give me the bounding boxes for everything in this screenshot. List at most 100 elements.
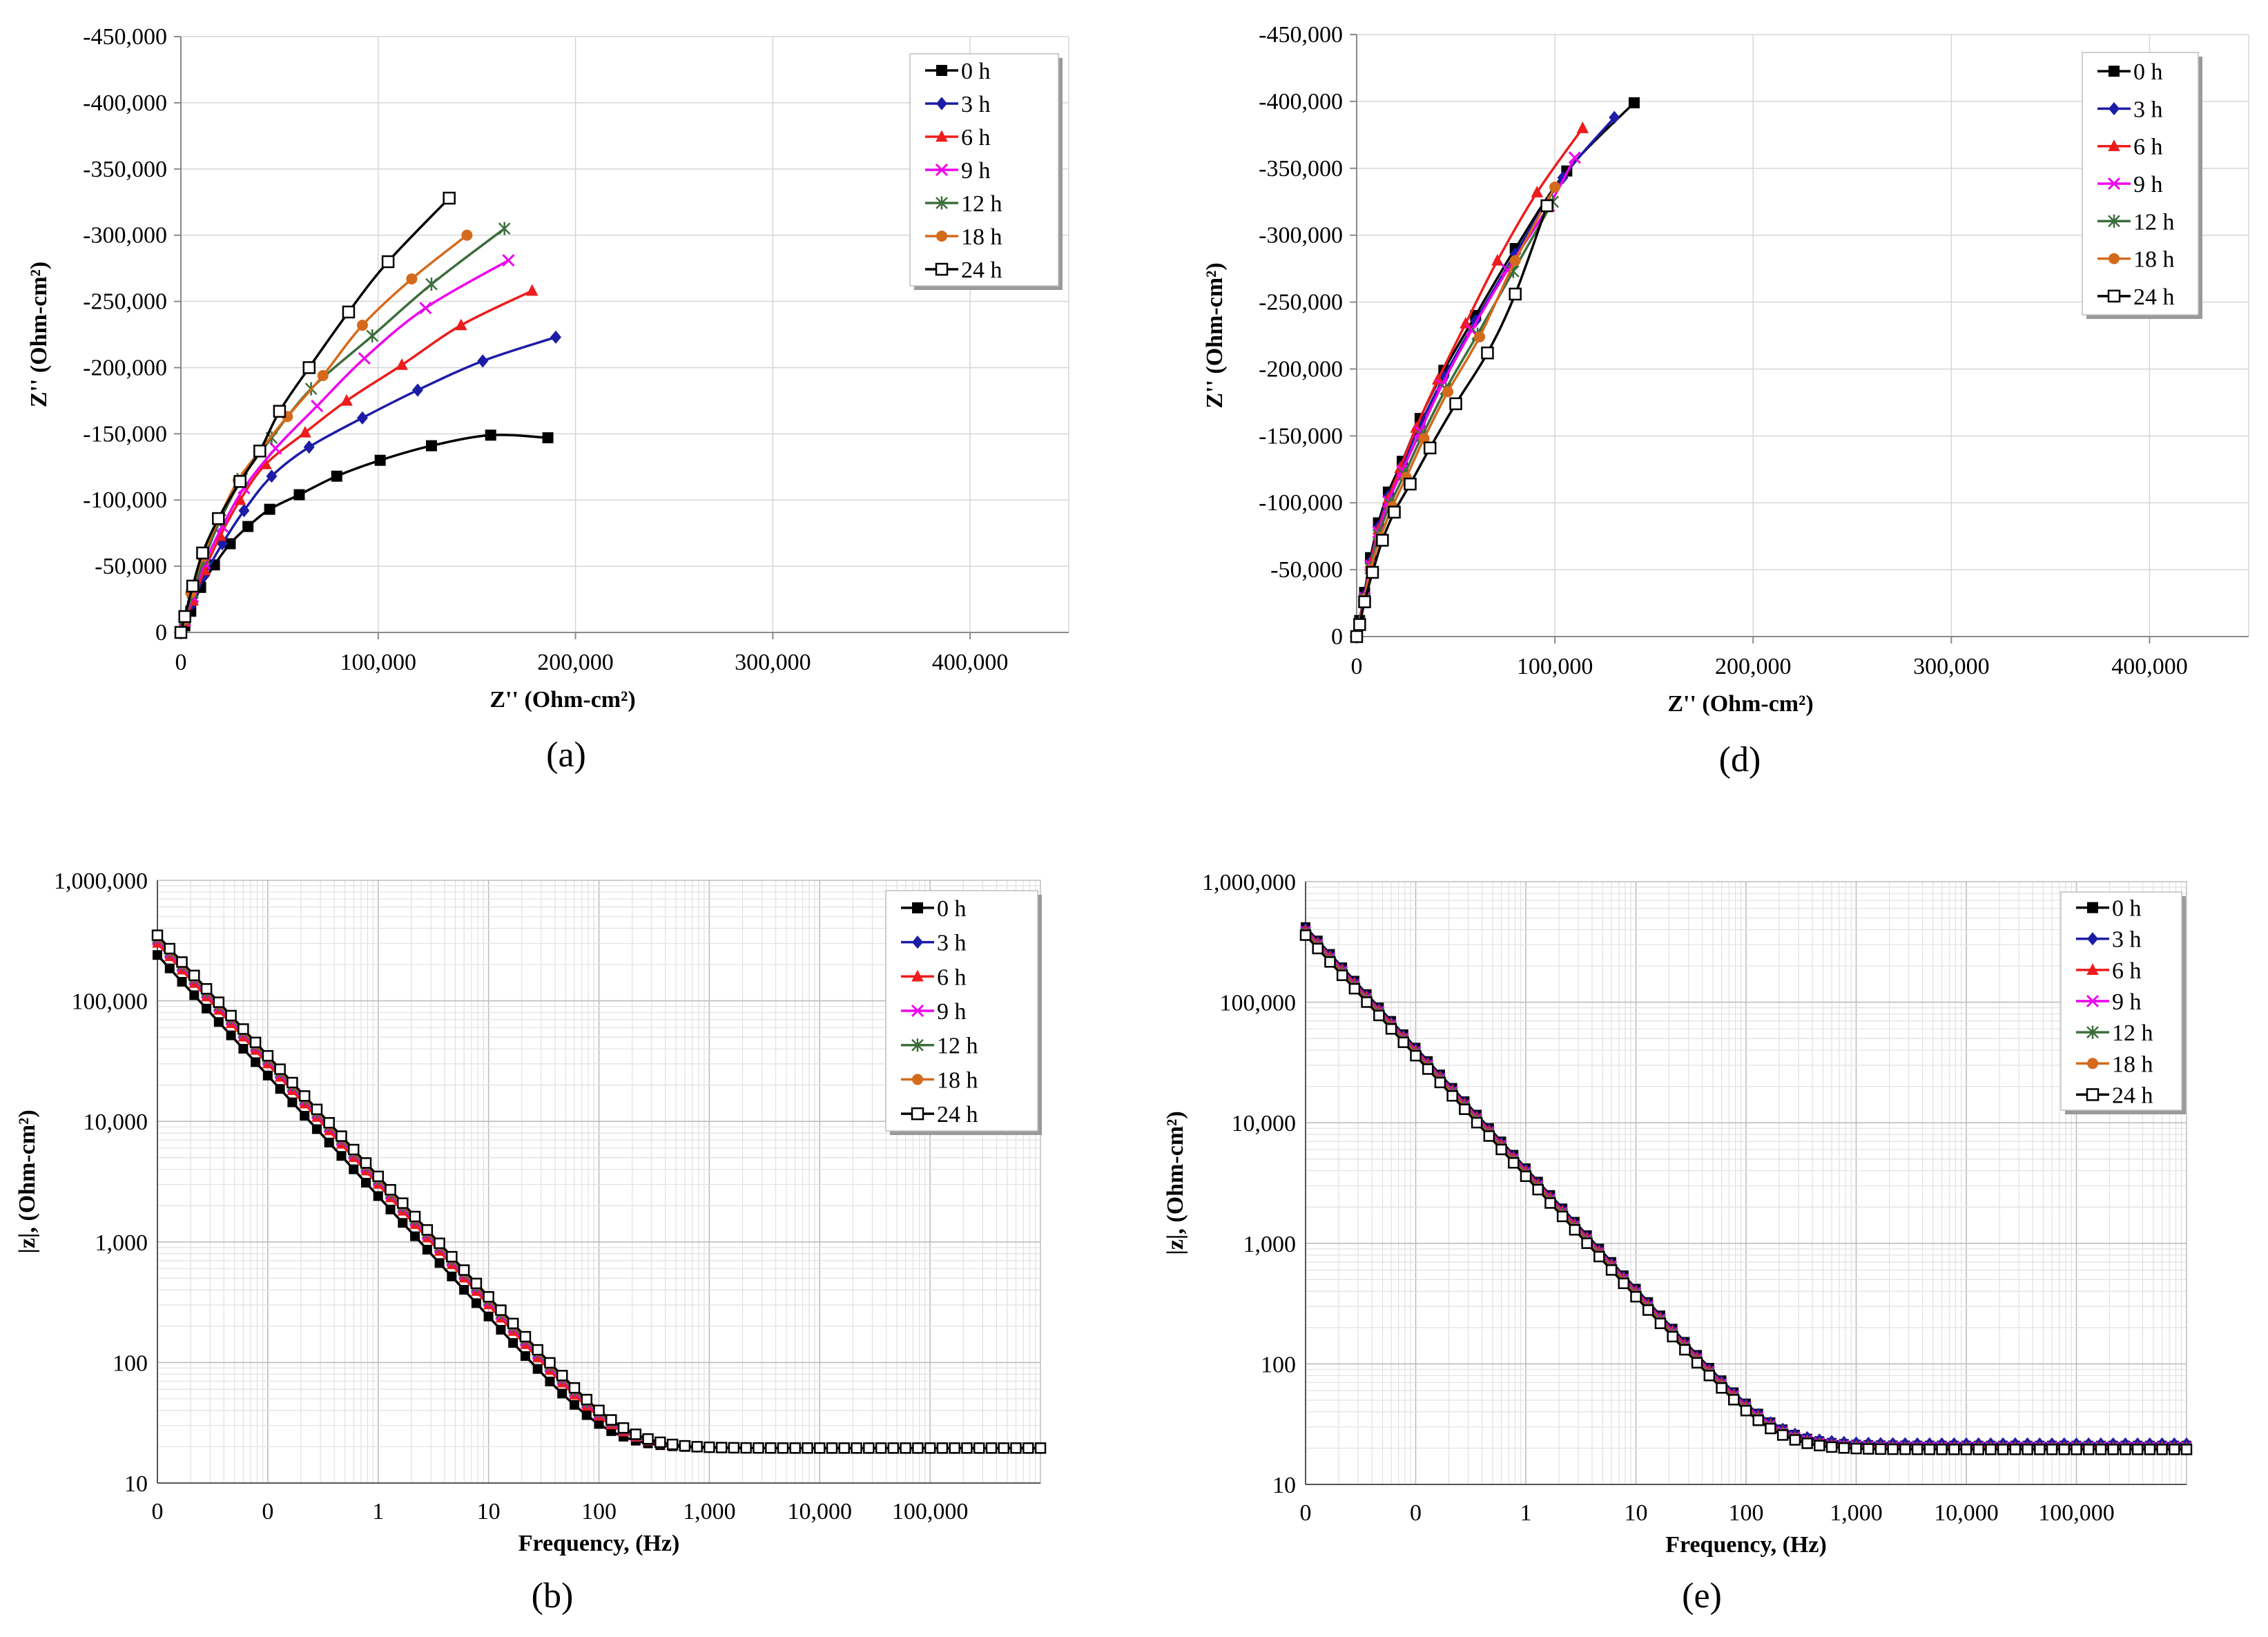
x-tick-label: 100,000: [340, 650, 417, 675]
panel-label: (b): [532, 1576, 574, 1616]
data-point: [1404, 477, 1417, 491]
series-6h: [175, 284, 539, 638]
data-point: [605, 1414, 617, 1426]
data-point: [508, 1338, 518, 1348]
y-tick-label: 10: [1272, 1473, 1296, 1498]
x-tick-label: 0: [152, 1499, 164, 1524]
data-point: [381, 255, 395, 269]
legend-label: 6 h: [937, 965, 967, 990]
legend-marker: [2108, 214, 2120, 228]
data-point: [356, 320, 368, 331]
legend-marker: [2087, 902, 2098, 913]
data-point: [176, 956, 188, 968]
y-tick-label: 10,000: [1232, 1111, 1297, 1136]
data-point: [374, 454, 386, 466]
data-point: [875, 1442, 887, 1454]
legend-marker: [936, 97, 947, 110]
data-point: [422, 1244, 432, 1255]
series-line: [1355, 101, 1636, 637]
data-point: [340, 394, 353, 406]
data-point: [385, 1183, 396, 1196]
legend-label: 0 h: [961, 59, 991, 84]
data-point: [1936, 1444, 1948, 1455]
data-point: [581, 1393, 592, 1406]
data-point: [455, 318, 467, 331]
data-point: [1376, 534, 1389, 547]
data-point: [213, 996, 225, 1008]
data-point: [1540, 199, 1553, 213]
legend-marker: [2086, 1088, 2100, 1101]
data-point: [1728, 1394, 1740, 1406]
legend-marker: [912, 1074, 923, 1085]
data-point: [502, 254, 515, 267]
data-point: [419, 302, 432, 315]
data-point: [1679, 1344, 1691, 1356]
data-point: [1324, 956, 1336, 968]
data-point: [397, 1197, 409, 1209]
series-line: [180, 289, 533, 633]
y-tick-label: 100: [1261, 1352, 1296, 1377]
data-point: [1740, 1404, 1752, 1417]
data-point: [1460, 316, 1472, 329]
y-tick-label: -200,000: [1259, 356, 1343, 382]
data-point: [238, 1044, 249, 1054]
legend-marker: [936, 196, 948, 210]
legend-marker: [2086, 1025, 2099, 1039]
y-tick-label: -300,000: [1259, 223, 1343, 249]
data-point: [863, 1442, 875, 1454]
series-line: [1355, 186, 1556, 637]
data-point: [264, 503, 275, 515]
data-point: [1874, 1443, 1887, 1455]
x-tick-label: 10: [477, 1499, 501, 1524]
data-point: [470, 1277, 483, 1290]
data-point: [398, 1218, 408, 1228]
data-point: [924, 1442, 936, 1454]
data-point: [556, 1370, 568, 1382]
data-point: [1814, 1440, 1825, 1452]
data-point: [1373, 1009, 1385, 1022]
legend-label: 6 h: [2133, 135, 2163, 160]
legend: 0 h 3 h 6 h 9 h 12 h 18 h 24 h: [909, 53, 1063, 290]
legend-marker: [2109, 66, 2120, 77]
x-axis-label: Frequency, (Hz): [1665, 1532, 1827, 1558]
data-point: [372, 1170, 384, 1183]
data-point: [425, 440, 437, 452]
data-point: [630, 1428, 642, 1440]
data-point: [642, 1433, 654, 1445]
x-tick-label: 0: [1300, 1500, 1312, 1526]
data-point: [331, 470, 342, 482]
legend-marker: [2086, 994, 2100, 1008]
data-point: [1973, 1444, 1984, 1455]
legend-label: 18 h: [961, 224, 1002, 250]
legend-label: 3 h: [2133, 97, 2163, 122]
chart-e: 10 100 1,000 10,000 100,000 1,000,000 0 0 1 10 100…: [1163, 870, 2193, 1616]
panel-label: (a): [546, 735, 586, 775]
legend-label: 18 h: [937, 1067, 978, 1093]
data-point: [1789, 1434, 1801, 1446]
data-point: [1825, 1441, 1838, 1453]
data-point: [802, 1442, 813, 1454]
data-point: [1422, 1063, 1434, 1075]
data-point: [434, 1237, 445, 1250]
data-point: [1010, 1442, 1022, 1454]
panel-label: (e): [1682, 1576, 1722, 1616]
y-tick-label: -400,000: [83, 90, 167, 116]
data-point: [186, 579, 200, 593]
y-tick-label: -350,000: [83, 157, 167, 182]
data-point: [1887, 1443, 1899, 1455]
series-0h: [175, 429, 554, 638]
data-point: [1531, 186, 1544, 197]
data-point: [1568, 151, 1581, 164]
y-tick-label: -250,000: [83, 289, 167, 315]
data-point: [532, 1364, 543, 1374]
legend-label: 24 h: [961, 258, 1002, 283]
data-point: [1862, 1443, 1874, 1455]
data-point: [1960, 1444, 1973, 1455]
legend-label: 24 h: [2112, 1083, 2153, 1108]
y-tick-label: -50,000: [1270, 557, 1343, 583]
series-3h: [175, 330, 561, 639]
data-point: [347, 1143, 360, 1156]
data-point: [273, 405, 287, 418]
data-point: [1474, 331, 1486, 342]
data-point: [1923, 1444, 1936, 1455]
